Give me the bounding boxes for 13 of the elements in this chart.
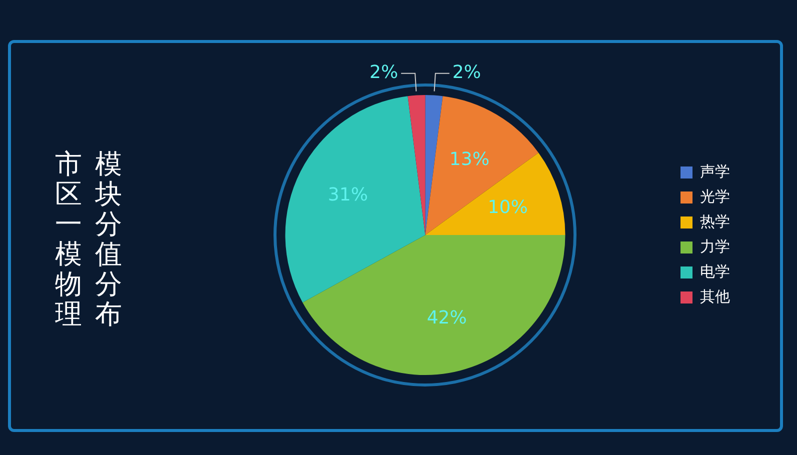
legend-label: 其他	[700, 287, 730, 306]
data-label: 31%	[328, 184, 368, 206]
data-label: 42%	[426, 308, 467, 329]
data-label: 10%	[488, 196, 528, 218]
data-label: 13%	[449, 148, 490, 170]
data-label: 2%	[370, 62, 398, 83]
legend-label: 光学	[700, 187, 730, 206]
data-label: 2%	[452, 62, 481, 83]
legend-label: 热学	[700, 212, 730, 230]
legend-label: 电学	[700, 262, 730, 280]
chart-title: 市区一模物理模块分值分布	[55, 149, 122, 330]
legend-label: 力学	[700, 237, 730, 256]
legend-label: 声学	[700, 162, 730, 180]
